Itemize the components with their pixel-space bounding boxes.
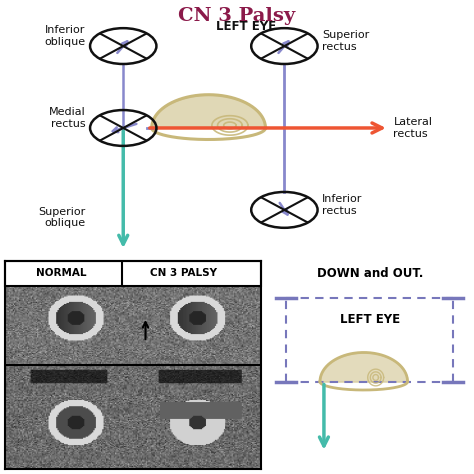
Text: Superior
rectus: Superior rectus <box>322 30 370 52</box>
Text: Superior
oblique: Superior oblique <box>38 207 85 228</box>
Text: CN 3 Palsy: CN 3 Palsy <box>178 7 296 25</box>
Text: Medial
rectus: Medial rectus <box>48 107 85 128</box>
Text: Inferior
rectus: Inferior rectus <box>322 194 363 216</box>
Text: LEFT EYE: LEFT EYE <box>217 20 276 34</box>
Text: Lateral
rectus: Lateral rectus <box>393 117 432 139</box>
Text: Inferior
oblique: Inferior oblique <box>44 25 85 46</box>
Text: NORMAL: NORMAL <box>36 268 86 278</box>
Text: CN 3 PALSY: CN 3 PALSY <box>150 268 218 278</box>
Text: DOWN and OUT.: DOWN and OUT. <box>317 267 423 280</box>
Bar <box>5 261 261 286</box>
Text: LEFT EYE: LEFT EYE <box>340 312 400 326</box>
